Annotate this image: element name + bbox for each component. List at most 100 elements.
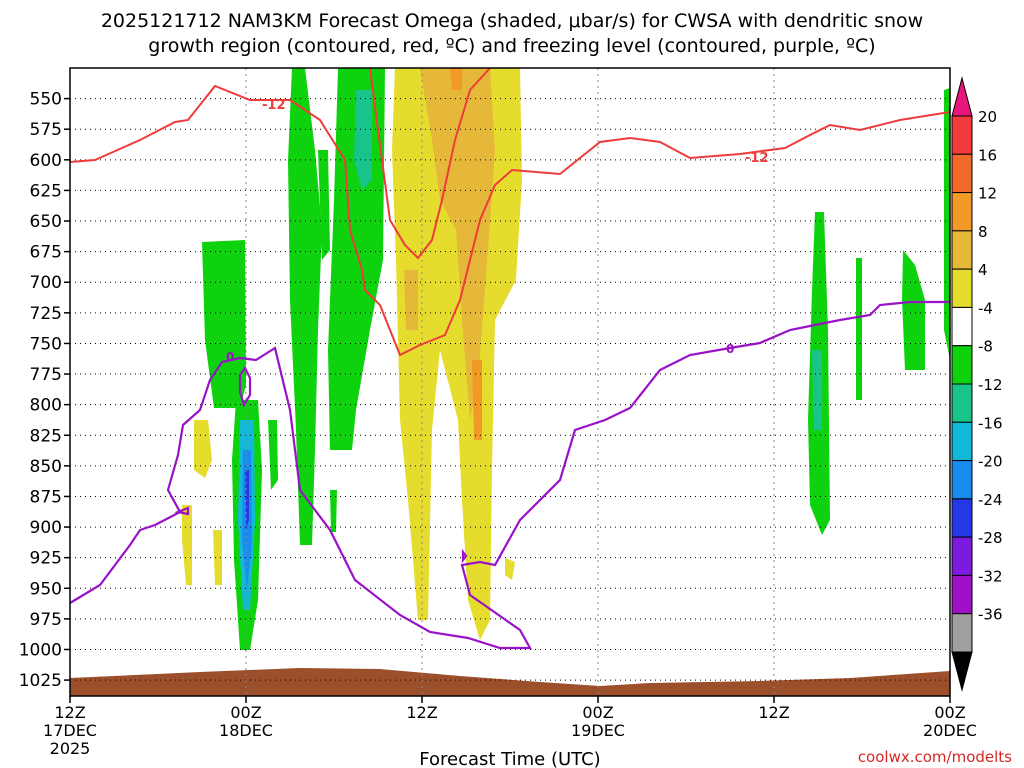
colorbar-label-5: -4: [978, 299, 993, 317]
omega-region-orange-4: [472, 360, 482, 440]
colorbar-bottom-arrow: [951, 651, 973, 692]
omega-region-green-9: [856, 258, 862, 400]
omega-region-yellow-4: [213, 530, 222, 585]
x-tick-label-60-2: 20DEC: [923, 721, 977, 740]
colorbar-label-10: -24: [978, 491, 1003, 509]
omega-region-cyan-2: [354, 90, 372, 190]
colorbar-label-13: -36: [978, 606, 1003, 624]
dendritic-contour-line-2: [369, 67, 491, 260]
chart-title-line2: growth region (contoured, red, ºC) and f…: [148, 35, 875, 57]
colorbar-label-11: -28: [978, 529, 1003, 547]
x-tick-label-0-1: 12Z: [54, 703, 85, 722]
omega-region-cyan-3: [812, 350, 822, 430]
colorbar-swatch-6: [951, 306, 973, 347]
colorbar-label-3: 8: [978, 223, 988, 241]
x-tick-label-0-3: 2025: [50, 739, 91, 758]
dendritic-contour-label-1: -12: [262, 98, 286, 113]
omega-region-darkblue-core: [245, 470, 249, 530]
credit-text: coolwx.com/modelts: [858, 748, 1012, 766]
x-tick-label-48-1: 12Z: [758, 703, 789, 722]
colorbar-label-1: 16: [978, 146, 997, 164]
colorbar-label-7: -12: [978, 376, 1003, 394]
omega-region-yellow-2: [194, 420, 212, 478]
dendritic-contour-line-1: [69, 84, 951, 357]
y-tick-label-900: 900: [30, 518, 62, 538]
colorbar-label-12: -32: [978, 567, 1003, 585]
omega-region-green-4: [288, 68, 322, 545]
colorbar-swatch-9: [951, 421, 973, 462]
plot-area: -12 -12 0 0: [69, 67, 951, 697]
colorbar: 20 16 12 8 4 -4 -8 -12 -16 -20 -24 -28 -32 -36: [951, 76, 1003, 692]
y-tick-label-775: 775: [30, 365, 62, 385]
colorbar-label-4: 4: [978, 261, 988, 279]
y-tick-label-975: 975: [30, 610, 62, 630]
colorbar-swatch-10: [951, 460, 973, 500]
y-tick-label-675: 675: [30, 243, 62, 263]
colorbar-label-9: -20: [978, 453, 1003, 471]
colorbar-label-0: 20: [978, 108, 997, 126]
dendritic-contour: [69, 67, 951, 357]
y-tick-label-650: 650: [30, 212, 62, 232]
y-tick-label-550: 550: [30, 90, 62, 110]
freezing-level-line-2: [238, 365, 252, 408]
plot-frame: [69, 67, 951, 697]
omega-region-green-3: [268, 420, 278, 490]
x-tick-label-24-1: 12Z: [406, 703, 437, 722]
colorbar-swatch-8: [951, 383, 973, 423]
colorbar-swatch-4: [951, 230, 973, 270]
colorbar-swatch-7: [951, 345, 973, 385]
x-tick-label-12-2: 18DEC: [219, 721, 273, 740]
omega-shading: [182, 68, 950, 650]
freezing-level-label-2: 0: [726, 342, 734, 356]
y-tick-label-825: 825: [30, 426, 62, 446]
omega-region-yellow-3: [182, 505, 192, 585]
freezing-level-line-4: [461, 548, 468, 564]
terrain-mask: [70, 668, 950, 696]
x-tick-label-60-1: 00Z: [934, 703, 965, 722]
x-tick-label-12-1: 00Z: [230, 703, 261, 722]
y-tick-label-925: 925: [30, 549, 62, 569]
y-tick-label-750: 750: [30, 334, 62, 354]
y-tick-label-1025: 1025: [19, 671, 62, 691]
colorbar-label-6: -8: [978, 338, 993, 356]
y-tick-label-800: 800: [30, 396, 62, 416]
colorbar-top-arrow: [951, 76, 973, 117]
omega-region-yellow-5: [505, 558, 515, 580]
y-tick-label-575: 575: [30, 120, 62, 140]
colorbar-swatch-13: [951, 574, 973, 615]
colorbar-label-2: 12: [978, 185, 997, 203]
omega-region-green-10: [902, 250, 925, 370]
omega-region-orange-1: [420, 68, 495, 420]
y-tick-label-950: 950: [30, 579, 62, 599]
colorbar-swatch-11: [951, 498, 973, 538]
omega-region-green-7: [330, 490, 337, 532]
colorbar-swatch-5: [951, 268, 973, 308]
freezing-level-label-1: 0: [226, 350, 234, 364]
freezing-level-contour: [69, 300, 950, 650]
omega-region-orange-2: [450, 68, 462, 90]
gridlines: [70, 68, 950, 696]
omega-region-orange-3: [404, 270, 418, 330]
x-tick-label-36-1: 00Z: [582, 703, 613, 722]
x-tick-label-36-2: 19DEC: [571, 721, 625, 740]
freezing-level-line-3: [174, 506, 190, 516]
colorbar-swatch-3: [951, 192, 973, 232]
colorbar-label-8: -16: [978, 414, 1003, 432]
y-tick-label-850: 850: [30, 457, 62, 477]
y-tick-label-700: 700: [30, 273, 62, 293]
y-tick-label-600: 600: [30, 151, 62, 171]
colorbar-swatch-14: [951, 613, 973, 653]
colorbar-swatch-2: [951, 153, 973, 194]
y-tick-label-875: 875: [30, 487, 62, 507]
colorbar-swatch-1: [951, 115, 973, 155]
y-tick-label-1000: 1000: [19, 640, 62, 660]
omega-region-green-11: [944, 88, 950, 360]
dendritic-contour-label-2: -12: [745, 151, 769, 166]
freezing-level-line-1: [69, 300, 950, 650]
y-tick-label-725: 725: [30, 304, 62, 324]
x-tick-label-0-2: 17DEC: [43, 721, 97, 740]
chart-title-line1: 2025121712 NAM3KM Forecast Omega (shaded…: [101, 10, 923, 32]
y-tick-label-625: 625: [30, 181, 62, 201]
